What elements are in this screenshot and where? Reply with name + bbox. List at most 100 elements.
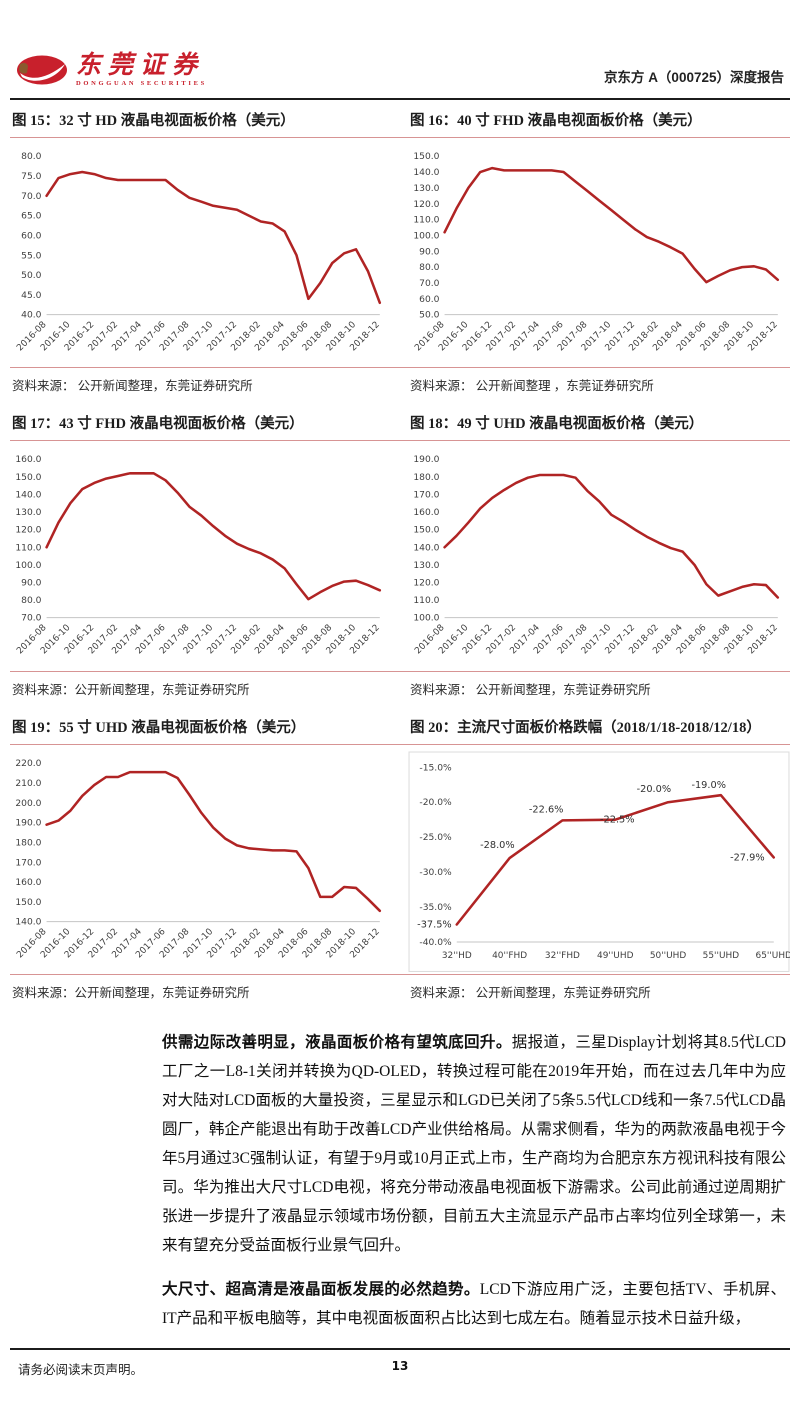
- svg-text:55''UHD: 55''UHD: [703, 951, 740, 961]
- svg-text:100.0: 100.0: [413, 231, 439, 241]
- paragraph-body: 据报道，三星Display计划将其8.5代LCD工厂之一L8-1关闭并转换为QD…: [162, 1034, 786, 1255]
- figure-15-title: 图 15：32 寸 HD 液晶电视面板价格（美元）: [12, 113, 295, 129]
- svg-text:160.0: 160.0: [15, 878, 41, 888]
- svg-text:180.0: 180.0: [413, 473, 439, 483]
- svg-text:-22.5%: -22.5%: [600, 815, 635, 826]
- svg-text:-19.0%: -19.0%: [691, 780, 726, 791]
- svg-text:75.0: 75.0: [21, 172, 42, 182]
- figure-19-source: 资料来源：公开新闻整理，东莞证券研究所: [12, 986, 250, 1001]
- figure-18-title: 图 18：49 寸 UHD 液晶电视面板价格（美元）: [410, 416, 704, 433]
- svg-text:50''UHD: 50''UHD: [650, 951, 687, 961]
- figure-19-chart: 220.0 210.0 200.0 190.0 180.0 170.0 160.0 150.0…: [10, 745, 392, 974]
- svg-text:150.0: 150.0: [413, 152, 439, 162]
- figure-19-title: 图 19：55 寸 UHD 液晶电视面板价格（美元）: [12, 719, 306, 736]
- svg-text:100.0: 100.0: [413, 614, 439, 624]
- svg-text:32''FHD: 32''FHD: [545, 951, 580, 961]
- svg-text:49''UHD: 49''UHD: [597, 951, 634, 961]
- paragraph-lead: 供需边际改善明显，液晶面板价格有望筑底回升。: [162, 1034, 512, 1052]
- logo-en-text: DONGGUAN SECURITIES: [76, 79, 207, 87]
- paragraph: 大尺寸、超高清是液晶面板发展的必然趋势。LCD下游应用广泛，主要包括TV、手机屏…: [162, 1275, 786, 1333]
- figure-16-chart: 150.0 140.0 130.0 120.0 110.0 100.0 90.0 80.0 70…: [408, 138, 790, 367]
- svg-text:140.0: 140.0: [15, 918, 41, 928]
- figure-20-chart: -15.0% -20.0% -25.0% -30.0% -35.0% -40.0% 32''…: [408, 745, 790, 974]
- figure-titles-row-1: 图 15：32 寸 HD 液晶电视面板价格（美元） 图 16：40 寸 FHD …: [10, 100, 790, 138]
- svg-text:50.0: 50.0: [21, 271, 42, 281]
- figure-16-source: 资料来源： 公开新闻整理 ，东莞证券研究所: [410, 379, 654, 394]
- svg-text:-20.0%: -20.0%: [637, 784, 672, 795]
- svg-text:190.0: 190.0: [15, 819, 41, 829]
- svg-text:100.0: 100.0: [15, 561, 41, 571]
- svg-text:120.0: 120.0: [15, 526, 41, 536]
- svg-text:150.0: 150.0: [15, 473, 41, 483]
- svg-text:130.0: 130.0: [413, 184, 439, 194]
- svg-text:50.0: 50.0: [419, 311, 440, 321]
- svg-text:140.0: 140.0: [413, 544, 439, 554]
- report-title: 京东方 A（000725）深度报告: [603, 70, 784, 85]
- svg-text:160.0: 160.0: [15, 456, 41, 466]
- svg-text:-25.0%: -25.0%: [419, 833, 452, 843]
- svg-text:40''FHD: 40''FHD: [492, 951, 527, 961]
- svg-text:110.0: 110.0: [413, 597, 439, 607]
- svg-text:170.0: 170.0: [413, 491, 439, 501]
- svg-text:65''UHD: 65''UHD: [756, 951, 790, 961]
- svg-text:160.0: 160.0: [413, 509, 439, 519]
- svg-text:65.0: 65.0: [21, 212, 42, 222]
- svg-text:80.0: 80.0: [21, 152, 42, 162]
- page-footer: 请务必阅读末页声明。 13: [10, 1348, 790, 1408]
- figure-sources-row-2: 资料来源：公开新闻整理，东莞证券研究所 资料来源： 公开新闻整理，东莞证券研究所: [10, 672, 790, 707]
- figure-15-chart: 80.0 75.0 70.0 65.0 60.0 55.0 50.0 45.0 40.0 2016…: [10, 138, 392, 367]
- figure-16-title: 图 16：40 寸 FHD 液晶电视面板价格（美元）: [410, 113, 702, 129]
- paragraph: 供需边际改善明显，液晶面板价格有望筑底回升。据报道，三星Display计划将其8…: [162, 1028, 786, 1260]
- figure-sources-row-3: 资料来源：公开新闻整理，东莞证券研究所 资料来源： 公开新闻整理，东莞证券研究所: [10, 975, 790, 1010]
- svg-text:-40.0%: -40.0%: [419, 938, 452, 948]
- svg-text:150.0: 150.0: [15, 898, 41, 908]
- svg-text:80.0: 80.0: [419, 263, 440, 273]
- svg-text:32''HD: 32''HD: [442, 951, 472, 961]
- svg-text:70.0: 70.0: [419, 279, 440, 289]
- svg-text:110.0: 110.0: [15, 544, 41, 554]
- svg-text:-15.0%: -15.0%: [419, 763, 452, 773]
- figure-charts-row-3: 220.0 210.0 200.0 190.0 180.0 170.0 160.0 150.0…: [10, 745, 790, 976]
- svg-text:200.0: 200.0: [15, 799, 41, 809]
- figure-sources-row-1: 资料来源： 公开新闻整理，东莞证券研究所 资料来源： 公开新闻整理 ，东莞证券研…: [10, 368, 790, 403]
- figure-17-source: 资料来源：公开新闻整理，东莞证券研究所: [12, 682, 250, 697]
- svg-text:90.0: 90.0: [419, 247, 440, 257]
- svg-text:-28.0%: -28.0%: [480, 840, 515, 851]
- svg-text:90.0: 90.0: [21, 579, 42, 589]
- dongguan-securities-logo: 东莞证券 DONGGUAN SECURITIES: [16, 52, 207, 88]
- report-page: 东莞证券 DONGGUAN SECURITIES 京东方 A（000725）深度…: [10, 0, 790, 1418]
- svg-text:210.0: 210.0: [15, 779, 41, 789]
- svg-text:180.0: 180.0: [15, 838, 41, 848]
- logo-cn-text: 东莞证券: [76, 51, 205, 79]
- figure-15-source: 资料来源： 公开新闻整理，东莞证券研究所: [12, 379, 253, 394]
- figure-titles-row-3: 图 19：55 寸 UHD 液晶电视面板价格（美元） 图 20：主流尺寸面板价格…: [10, 707, 790, 745]
- line-chart-price-decline: -15.0% -20.0% -25.0% -30.0% -35.0% -40.0% 32''…: [408, 751, 790, 972]
- svg-text:120.0: 120.0: [413, 200, 439, 210]
- figure-20-title: 图 20：主流尺寸面板价格跌幅（2018/1/18-2018/12/18）: [410, 719, 761, 736]
- svg-text:80.0: 80.0: [21, 597, 42, 607]
- svg-text:-27.9%: -27.9%: [730, 852, 765, 863]
- svg-text:60.0: 60.0: [419, 295, 440, 305]
- svg-text:140.0: 140.0: [413, 168, 439, 178]
- figure-17-chart: 160.0 150.0 140.0 130.0 120.0 110.0 100.0 90.0 8…: [10, 441, 392, 670]
- svg-text:40.0: 40.0: [21, 311, 42, 321]
- svg-text:130.0: 130.0: [15, 509, 41, 519]
- figure-20-source: 资料来源： 公开新闻整理，东莞证券研究所: [410, 986, 651, 1001]
- svg-text:70.0: 70.0: [21, 192, 42, 202]
- svg-text:190.0: 190.0: [413, 456, 439, 466]
- svg-text:-20.0%: -20.0%: [419, 798, 452, 808]
- report-header: 东莞证券 DONGGUAN SECURITIES 京东方 A（000725）深度…: [10, 0, 790, 100]
- svg-text:130.0: 130.0: [413, 561, 439, 571]
- figure-18-chart: 190.0 180.0 170.0 160.0 150.0 140.0 130.0 120.0…: [408, 441, 790, 670]
- line-chart-55uhd: 220.0 210.0 200.0 190.0 180.0 170.0 160.0 150.0…: [15, 759, 382, 960]
- svg-text:-37.5%: -37.5%: [417, 920, 452, 931]
- svg-text:-35.0%: -35.0%: [419, 903, 452, 913]
- logo-swoosh-icon: [17, 55, 67, 85]
- line-chart-40fhd: 150.0 140.0 130.0 120.0 110.0 100.0 90.0 80.0 70…: [413, 152, 780, 353]
- svg-text:45.0: 45.0: [21, 291, 42, 301]
- figure-18-source: 资料来源： 公开新闻整理，东莞证券研究所: [410, 682, 651, 697]
- svg-text:120.0: 120.0: [413, 579, 439, 589]
- line-chart-32hd: 80.075.070.065.060.055.050.045.040.02016…: [15, 152, 382, 353]
- line-chart-43fhd: 160.0 150.0 140.0 130.0 120.0 110.0 100.0 90.0 8…: [15, 456, 382, 657]
- svg-text:220.0: 220.0: [15, 759, 41, 769]
